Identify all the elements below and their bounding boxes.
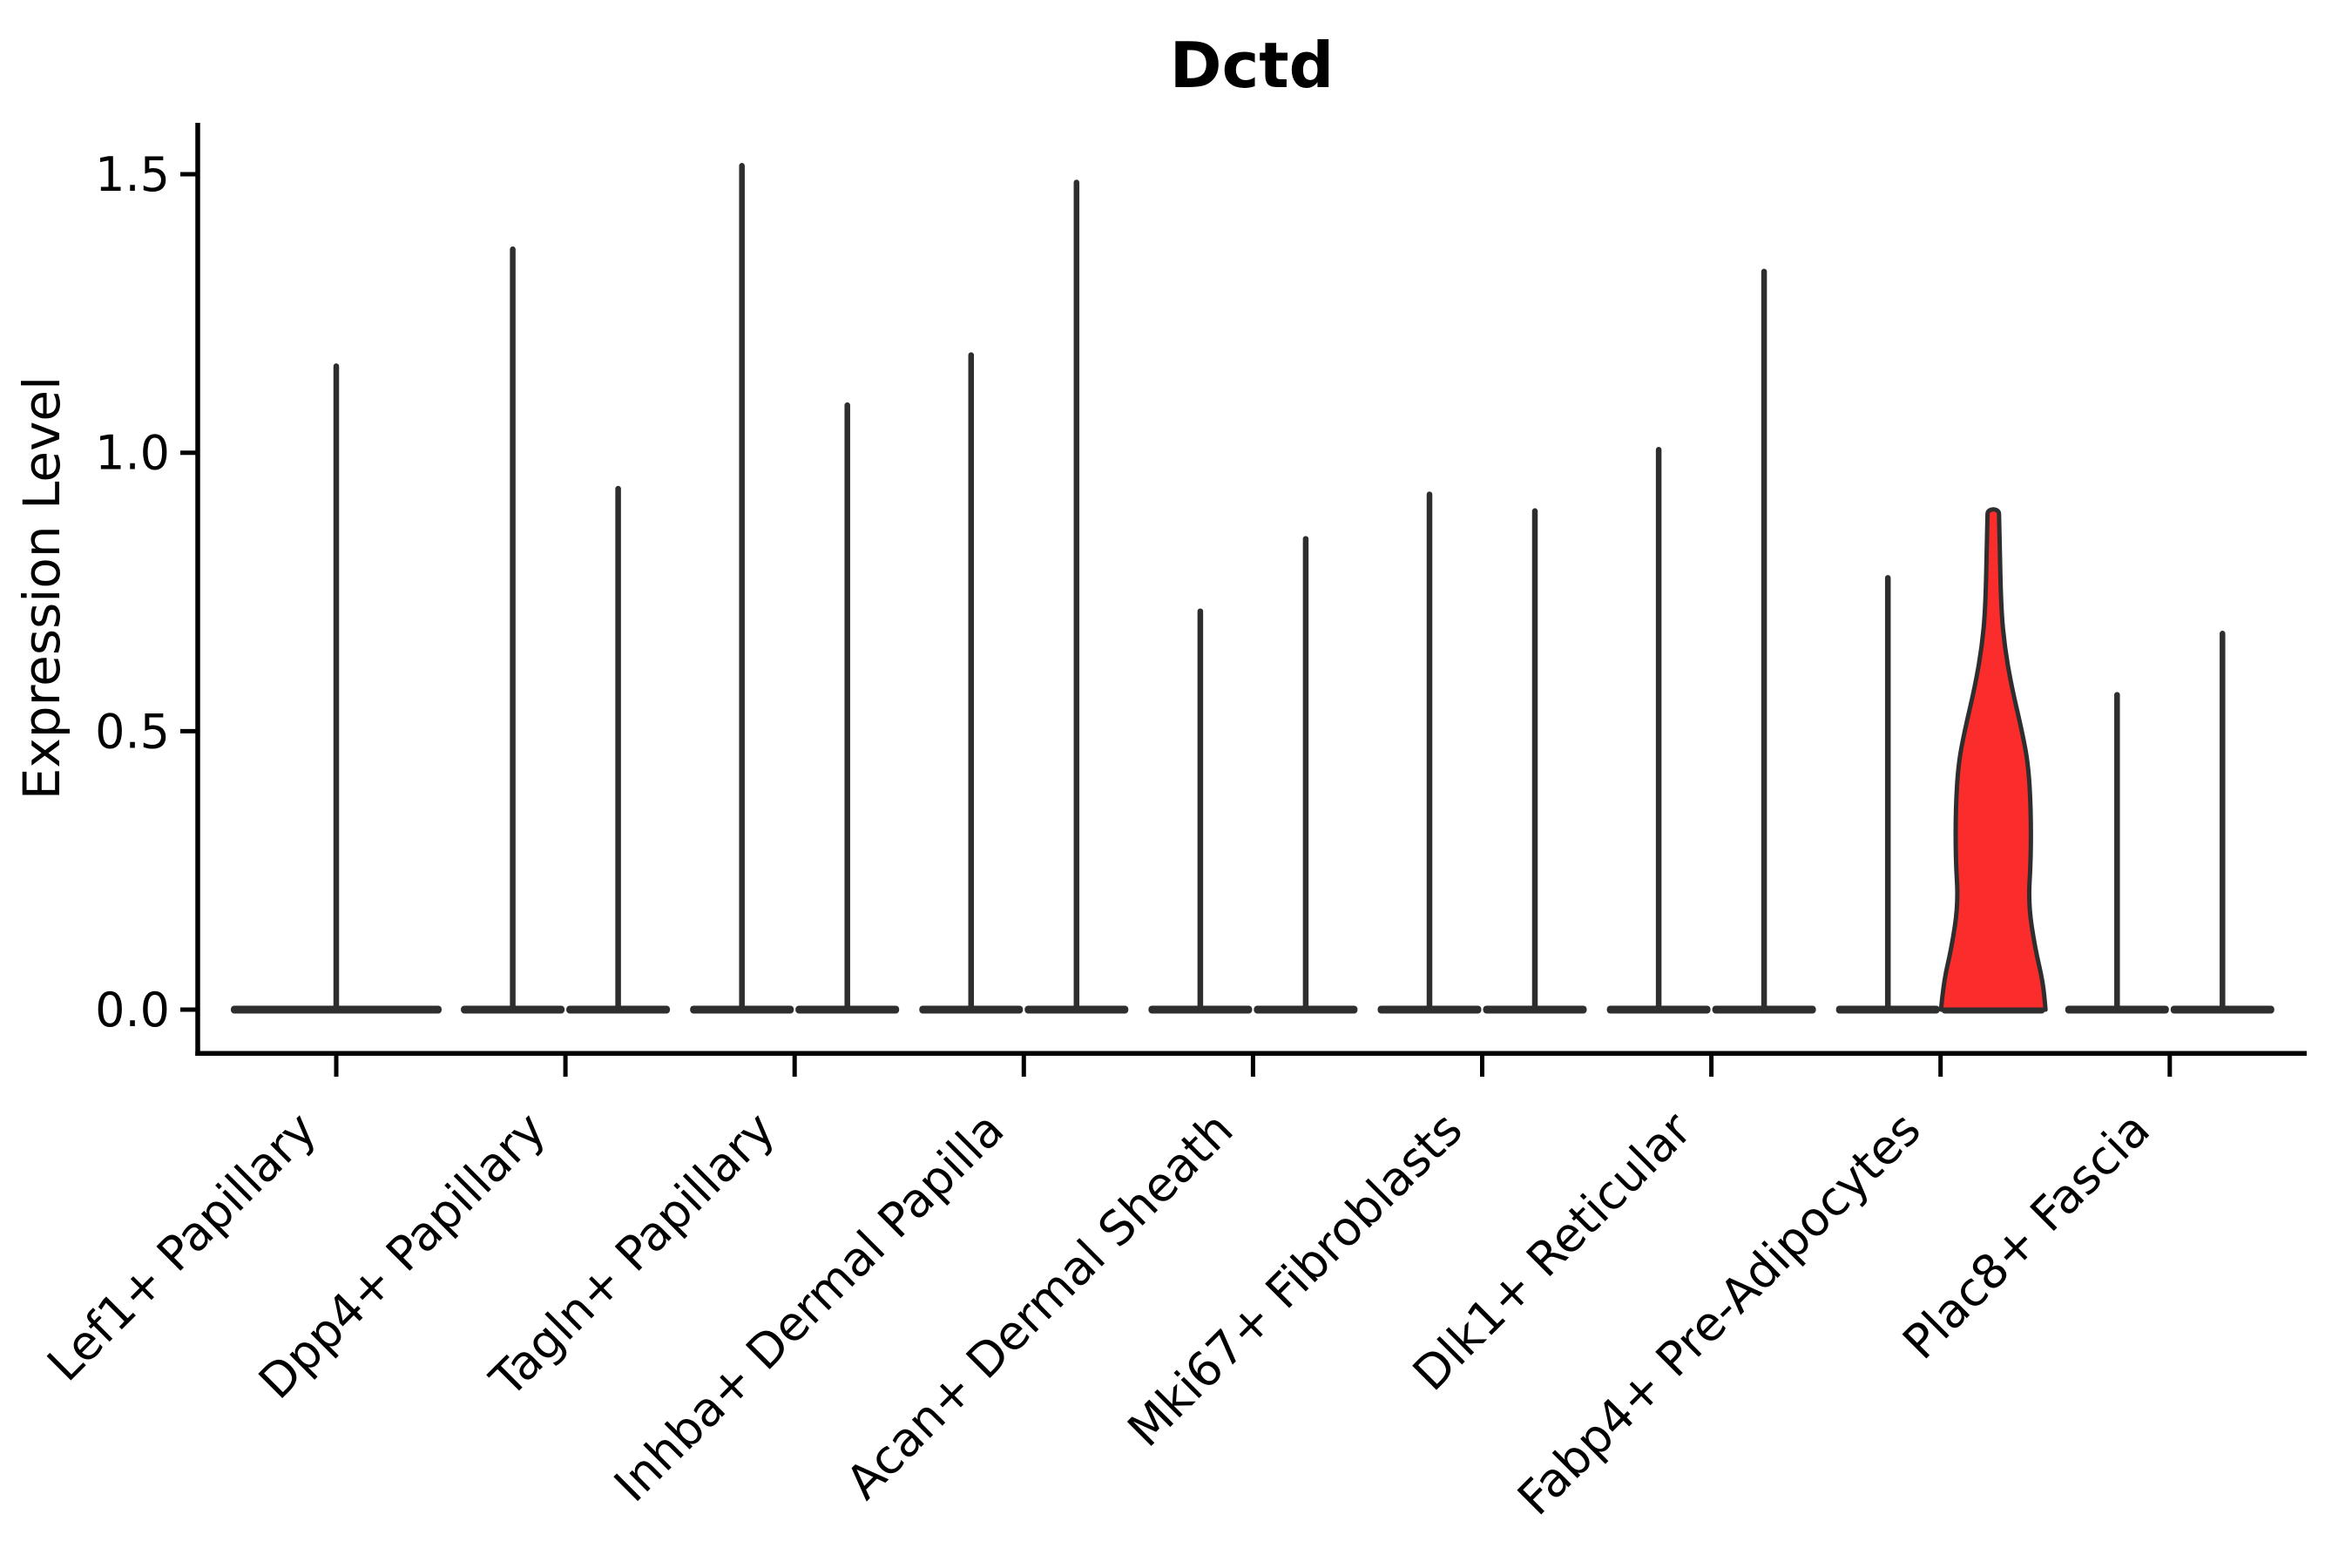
y-tick-label: 0.0	[95, 983, 170, 1037]
x-tick-label: Inhba+ Dermal Papilla	[604, 1102, 1014, 1512]
bottom-spine	[195, 1051, 2307, 1056]
axes: 0.0 0.5 1.0 1.5	[95, 123, 2307, 1077]
y-tick-label: 1.0	[95, 426, 170, 481]
violins	[231, 163, 2274, 1014]
y-tick-label: 0.5	[95, 704, 170, 759]
left-spine	[195, 123, 200, 1056]
x-tick-label: Fabp4+ Pre-Adipocytes	[1507, 1102, 1931, 1526]
violin-highlighted	[1938, 507, 2048, 1012]
x-tick-label: Acan+ Dermal Sheath	[835, 1102, 1243, 1510]
plot-title: Dctd	[1170, 29, 1334, 102]
y-axis-label: Expression Level	[12, 376, 71, 800]
y-tick-label: 1.5	[95, 147, 170, 202]
x-tick-label: Plac8+ Fascia	[1892, 1102, 2160, 1370]
